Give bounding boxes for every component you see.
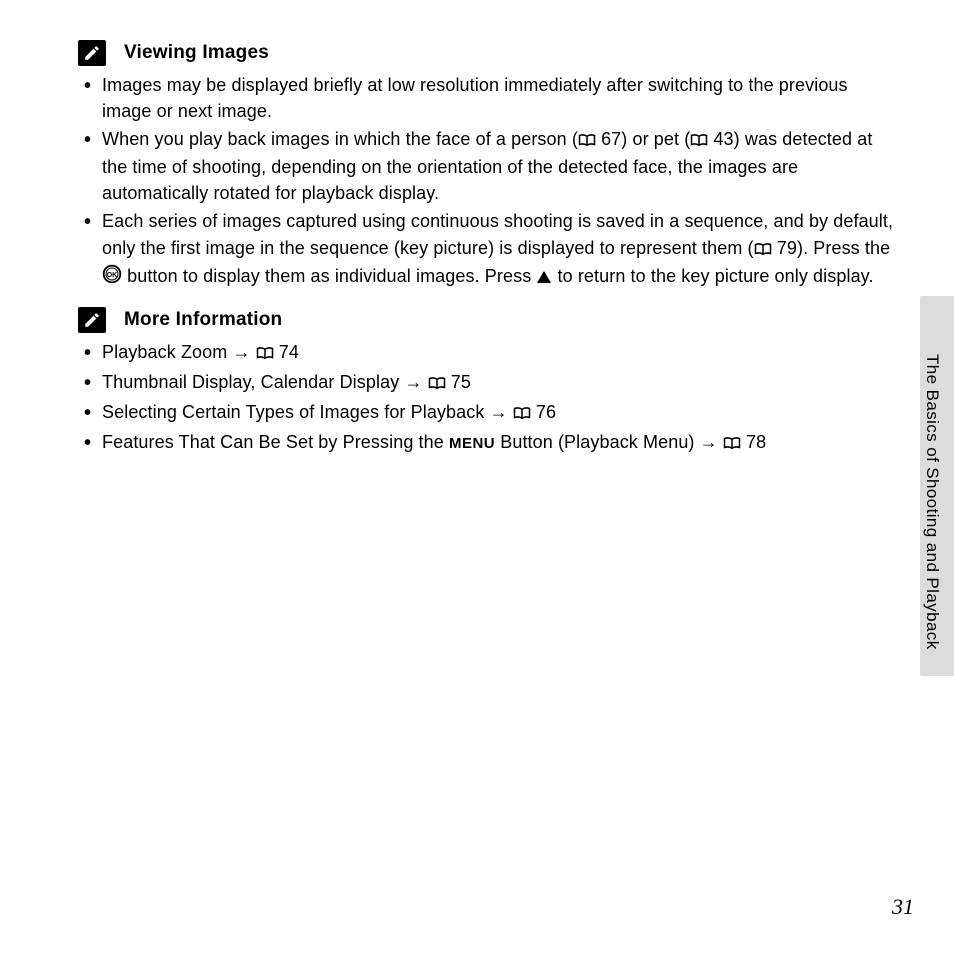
body-text: Each series of images captured using con… [102, 211, 893, 257]
body-text: to return to the key picture only displa… [552, 266, 873, 286]
list-item: Selecting Certain Types of Images for Pl… [102, 399, 894, 427]
page-number: 31 [892, 894, 914, 920]
body-text: When you play back images in which the f… [102, 129, 578, 149]
manual-page: Viewing Images Images may be displayed b… [0, 0, 954, 954]
list-item: Each series of images captured using con… [102, 208, 894, 290]
book-icon [754, 237, 772, 263]
item-label: Features That Can Be Set by Pressing the [102, 432, 449, 452]
arrow-icon: → [232, 342, 250, 362]
page-ref: 79 [777, 238, 797, 258]
book-icon [723, 431, 741, 457]
page-ref: 43 [713, 129, 733, 149]
page-ref: 67 [601, 129, 621, 149]
item-label: Selecting Certain Types of Images for Pl… [102, 402, 484, 422]
arrow-icon: → [700, 432, 718, 452]
menu-button-label: MENU [449, 435, 495, 452]
page-ref: 76 [536, 402, 556, 422]
list-item: Images may be displayed briefly at low r… [102, 72, 894, 124]
up-triangle-icon [536, 265, 552, 291]
more-info-list: Playback Zoom → 74 Thumbnail Display, Ca… [78, 339, 894, 457]
body-text: button to display them as individual ima… [122, 266, 536, 286]
item-label: Thumbnail Display, Calendar Display [102, 372, 399, 392]
arrow-icon: → [404, 372, 422, 392]
list-item: Features That Can Be Set by Pressing the… [102, 429, 894, 457]
book-icon [256, 341, 274, 367]
section-header-viewing: Viewing Images [78, 40, 894, 66]
book-icon [690, 128, 708, 154]
list-item: Thumbnail Display, Calendar Display → 75 [102, 369, 894, 397]
section-title: Viewing Images [124, 42, 269, 64]
ok-button-icon: OK [102, 264, 122, 291]
book-icon [428, 371, 446, 397]
body-text: ). Press the [797, 238, 890, 258]
section-title: More Information [124, 309, 282, 331]
page-ref: 75 [451, 372, 471, 392]
book-icon [578, 128, 596, 154]
book-icon [513, 401, 531, 427]
item-label: Button (Playback Menu) [495, 432, 694, 452]
svg-text:OK: OK [107, 271, 119, 279]
arrow-icon: → [490, 402, 508, 422]
viewing-list: Images may be displayed briefly at low r… [78, 72, 894, 291]
body-text: ) or pet ( [621, 129, 690, 149]
pencil-icon [78, 307, 106, 333]
page-ref: 74 [279, 342, 299, 362]
item-label: Playback Zoom [102, 342, 227, 362]
page-ref: 78 [746, 432, 766, 452]
pencil-icon [78, 40, 106, 66]
list-item: Playback Zoom → 74 [102, 339, 894, 367]
body-text: Images may be displayed briefly at low r… [102, 75, 848, 121]
section-header-more: More Information [78, 307, 894, 333]
list-item: When you play back images in which the f… [102, 126, 894, 206]
chapter-title-vertical: The Basics of Shooting and Playback [922, 354, 942, 650]
